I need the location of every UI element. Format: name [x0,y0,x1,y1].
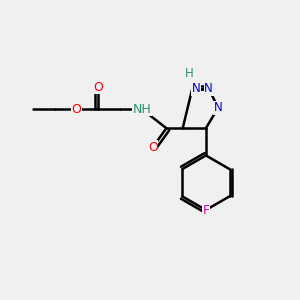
Text: NH: NH [132,103,151,116]
Text: O: O [148,141,158,154]
Text: O: O [93,81,103,94]
Text: F: F [202,203,209,217]
Text: N: N [192,82,201,95]
Text: H: H [185,67,194,80]
Text: N: N [204,82,213,95]
Text: O: O [71,103,81,116]
Text: N: N [214,101,223,114]
